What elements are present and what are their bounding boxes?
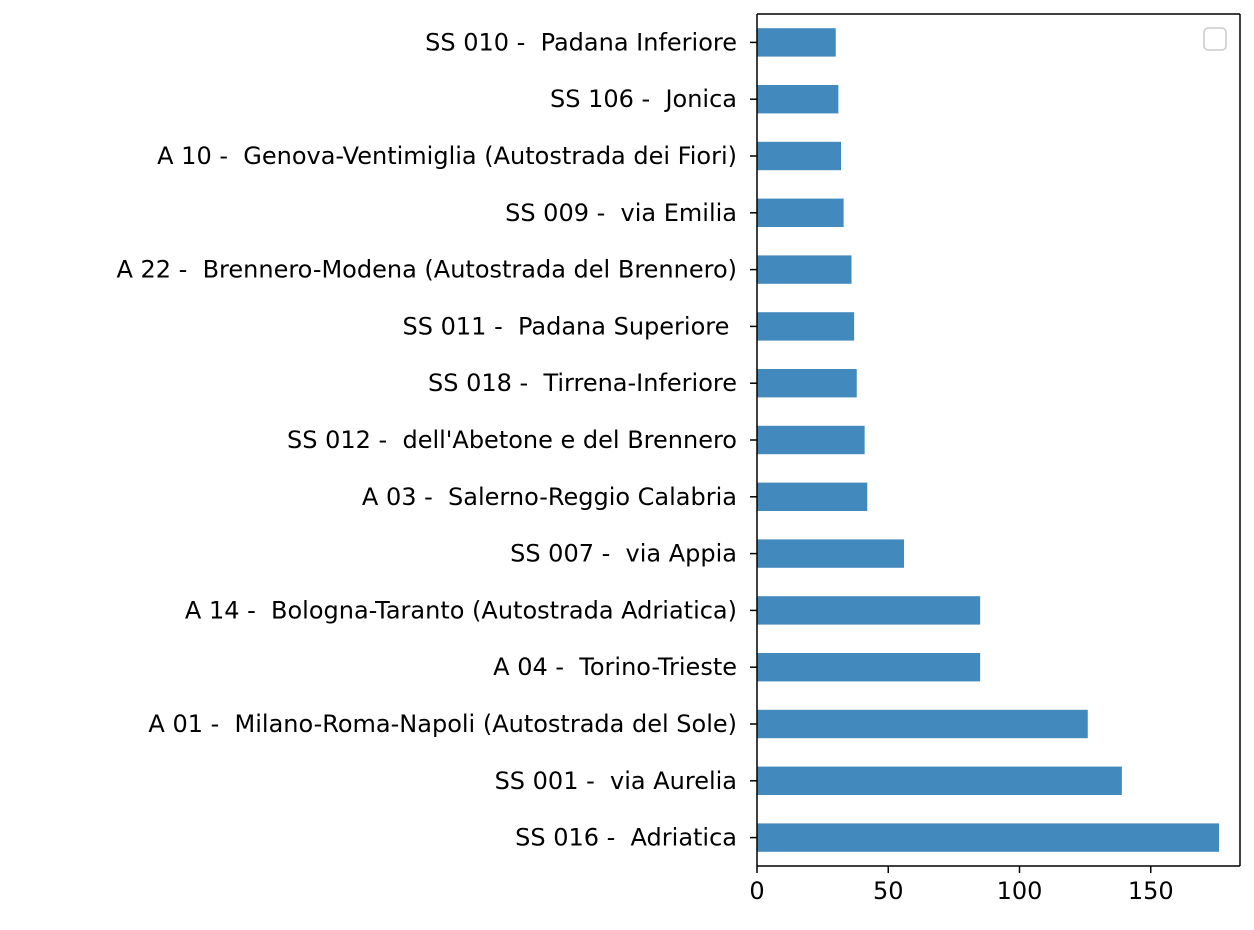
- y-tick-label: SS 012 - dell'Abetone e del Brennero: [287, 426, 737, 454]
- y-tick-label: A 03 - Salerno-Reggio Calabria: [362, 483, 737, 511]
- category-labels-group: SS 016 - Adriatica SS 001 - via Aurelia A …: [116, 28, 757, 852]
- y-tick-label: A 10 - Genova-Ventimiglia (Autostrada de…: [157, 142, 737, 170]
- y-tick-label: A 01 - Milano-Roma-Napoli (Autostrada de…: [148, 710, 737, 738]
- x-ticks-group: 0 50 100 150: [749, 866, 1174, 905]
- y-tick-label: SS 011 - Padana Superiore: [403, 312, 737, 340]
- bar: [757, 482, 868, 511]
- bar: [757, 823, 1219, 852]
- bar: [757, 28, 836, 57]
- x-tick-label: 50: [873, 877, 904, 905]
- y-tick-label: SS 009 - via Emilia: [505, 199, 737, 227]
- y-tick-label: SS 018 - Tirrena-Inferiore: [428, 369, 737, 397]
- bar: [757, 596, 981, 625]
- x-tick-label: 0: [749, 877, 764, 905]
- y-tick-label: A 22 - Brennero-Modena (Autostrada del B…: [116, 256, 737, 284]
- bar: [757, 766, 1122, 795]
- bar: [757, 85, 839, 114]
- bar: [757, 141, 841, 171]
- y-tick-label: A 14 - Bologna-Taranto (Autostrada Adria…: [185, 596, 737, 624]
- y-tick-label: SS 010 - Padana Inferiore: [425, 28, 737, 56]
- x-tick-label: 100: [997, 877, 1043, 905]
- y-tick-label: SS 106 - Jonica: [550, 85, 737, 113]
- bar: [757, 709, 1088, 739]
- bar: [757, 255, 852, 284]
- legend: [1203, 27, 1227, 51]
- bar: [757, 539, 904, 568]
- y-tick-label: SS 001 - via Aurelia: [495, 767, 737, 795]
- axes-frame: [756, 13, 1241, 867]
- bar: [757, 369, 857, 398]
- x-tick-label: 150: [1128, 877, 1174, 905]
- bar: [757, 425, 865, 455]
- bar: [757, 312, 855, 341]
- bars-group: [757, 28, 1219, 852]
- y-tick-label: SS 016 - Adriatica: [515, 824, 737, 852]
- bar: [757, 653, 981, 682]
- y-tick-label: SS 007 - via Appia: [510, 540, 737, 568]
- bar: [757, 198, 844, 227]
- y-tick-label: A 04 - Torino-Trieste: [493, 653, 737, 681]
